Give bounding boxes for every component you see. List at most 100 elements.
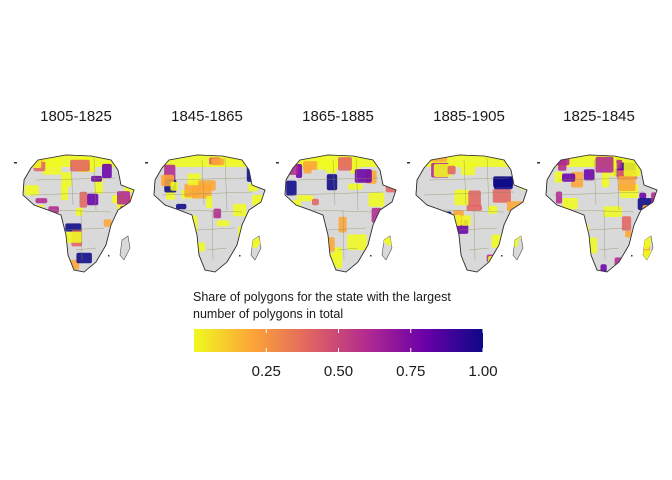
polygon-region: [338, 157, 352, 171]
polygon-region: [447, 258, 465, 265]
polygon-region: [252, 194, 265, 206]
polygon-region: [286, 180, 297, 196]
polygon-region: [387, 238, 396, 246]
polygon-region: [198, 180, 216, 191]
polygon-region: [65, 231, 83, 243]
polygon-region: [24, 185, 39, 196]
polygon-region: [623, 162, 641, 177]
polygon-region: [103, 219, 112, 227]
island-dot: [370, 255, 372, 257]
polygon-region: [216, 220, 230, 227]
polygon-region: [61, 172, 72, 187]
map-panel: 1805-1825: [14, 108, 135, 273]
africa-map: [14, 154, 135, 273]
polygon-region: [461, 215, 471, 226]
polygon-region: [259, 219, 265, 233]
legend-title-line-1: Share of polygons for the state with the…: [193, 290, 451, 304]
madagascar-base: [119, 235, 131, 261]
polygon-region: [385, 179, 396, 193]
polygon-region: [639, 192, 647, 199]
internal-borders: [292, 157, 384, 261]
polygon-region: [75, 207, 84, 216]
polygon-region: [642, 238, 650, 249]
polygon-region: [390, 156, 396, 165]
polygon-region: [170, 181, 178, 191]
panel-title: 1825-1845: [563, 108, 635, 125]
polygon-region: [48, 242, 57, 248]
polygon-region: [247, 228, 255, 238]
island-dot: [145, 162, 148, 164]
polygon-region: [248, 183, 258, 192]
polygon-region: [379, 221, 391, 236]
polygon-region: [321, 161, 338, 169]
internal-borders: [30, 157, 122, 261]
polygon-region: [509, 222, 526, 239]
color-legend: Share of polygons for the state with the…: [193, 290, 498, 380]
polygon-region: [601, 171, 610, 188]
polygon-region: [621, 216, 632, 231]
polygon-region: [603, 206, 622, 217]
polygon-region: [40, 226, 56, 239]
polygon-region: [117, 191, 130, 205]
polygon-region: [76, 252, 92, 264]
polygon-region: [625, 230, 635, 238]
polygon-region: [618, 176, 636, 191]
polygon-region: [648, 156, 657, 168]
island-dot: [14, 162, 17, 164]
polygon-region: [554, 171, 563, 183]
island-dot: [537, 162, 540, 164]
polygon-region: [368, 192, 385, 207]
polygon-region: [233, 203, 247, 217]
polygon-region: [555, 191, 563, 204]
africa-map: [537, 154, 658, 273]
polygon-region: [562, 173, 576, 182]
island-dot: [108, 255, 110, 257]
legend-tick-label: 0.50: [324, 363, 353, 380]
polygon-region: [436, 243, 447, 258]
legend-colorbar: [194, 329, 483, 352]
map-panel: 1825-1845: [537, 108, 658, 273]
legend-ticks: 0.25 0.50 0.75 1.00: [252, 329, 498, 380]
polygon-region: [169, 228, 184, 245]
legend-tick-label: 0.75: [396, 363, 425, 380]
africa-map: [145, 154, 266, 273]
polygon-region: [373, 231, 390, 244]
polygon-region: [454, 189, 470, 206]
polygon-region: [427, 235, 447, 246]
polygon-region: [488, 256, 497, 271]
polygon-region: [42, 158, 62, 175]
polygon-region: [587, 237, 598, 254]
polygon-region: [229, 260, 244, 270]
polygon-region: [304, 221, 315, 237]
polygon-region: [645, 165, 656, 173]
polygon-region: [583, 169, 595, 181]
polygon-region: [438, 215, 447, 224]
polygon-region: [87, 193, 99, 206]
legend-tick-label: 0.25: [252, 363, 281, 380]
polygon-region: [312, 235, 322, 249]
polygon-region: [161, 230, 174, 243]
polygon-region: [511, 207, 525, 222]
map-panels: 1805-1825 1845-1865 1865-1885 1885-1905 1825…: [14, 108, 658, 273]
polygon-region: [128, 195, 134, 208]
polygon-region: [179, 216, 198, 233]
polygon-region: [213, 208, 222, 219]
polygon-region: [432, 262, 440, 272]
map-panel: 1845-1865: [145, 108, 266, 273]
polygon-region: [488, 205, 498, 214]
polygon-region: [60, 184, 68, 201]
polygon-region: [326, 174, 338, 191]
africa-map: [276, 154, 397, 273]
polygon-region: [309, 235, 326, 243]
island-dot: [631, 255, 633, 257]
polygon-region: [35, 198, 48, 204]
internal-borders: [423, 157, 515, 261]
island-dot: [239, 255, 241, 257]
polygon-region: [368, 264, 377, 272]
polygon-region: [48, 221, 57, 234]
polygon-region: [493, 176, 513, 188]
polygon-region: [120, 206, 134, 219]
polygon-region: [294, 213, 312, 230]
polygon-region: [254, 160, 265, 167]
legend-tick-label: 1.00: [468, 363, 497, 380]
